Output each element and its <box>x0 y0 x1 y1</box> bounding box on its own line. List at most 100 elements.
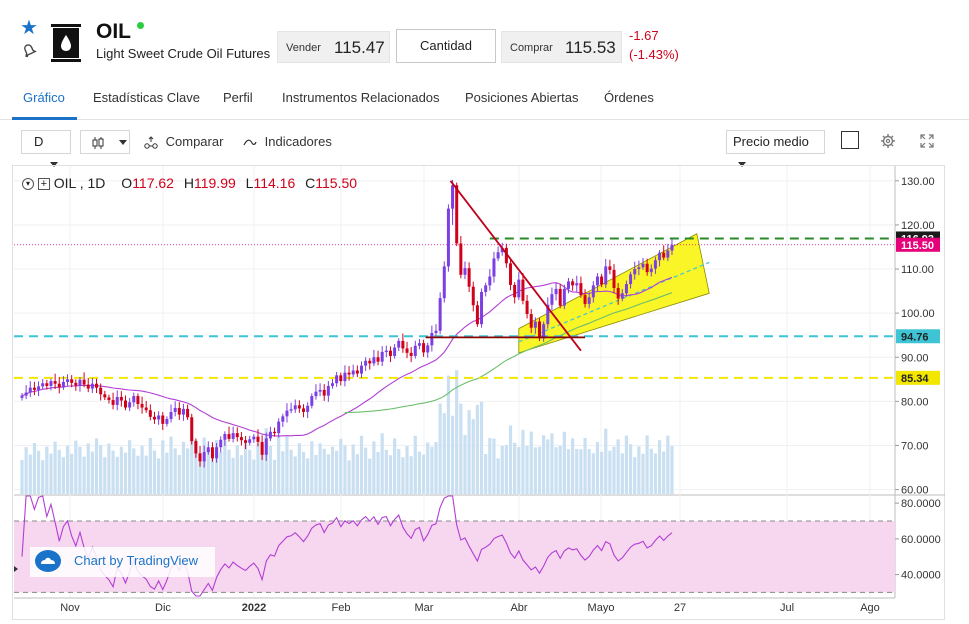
volume-bar <box>161 440 165 494</box>
buy-button[interactable]: Comprar 115.53 <box>501 31 622 63</box>
legend-add-icon[interactable]: + <box>37 178 50 191</box>
candle-body <box>666 250 670 258</box>
candle-body <box>529 314 533 328</box>
tab-ordenes[interactable]: Órdenes <box>604 90 654 105</box>
candle-body <box>107 397 111 401</box>
volume-bar <box>53 441 57 494</box>
legend-symbol: OIL <box>53 175 76 191</box>
volume-bar <box>181 441 186 494</box>
fullscreen-icon[interactable] <box>920 134 934 148</box>
volume-bar <box>231 457 235 494</box>
bell-icon[interactable] <box>21 42 37 58</box>
candle-body <box>124 400 127 408</box>
indicators-button[interactable]: Indicadores <box>243 134 332 149</box>
x-tick-label: Mayo <box>588 602 615 614</box>
candle-body <box>368 360 372 364</box>
volume-bar <box>243 441 248 494</box>
volume-bar <box>103 457 107 494</box>
price-change-pct: (-1.43%) <box>629 47 679 62</box>
volume-bar <box>347 460 351 494</box>
volume-bar <box>542 435 546 494</box>
gear-icon[interactable] <box>880 133 896 149</box>
volume-bar <box>322 448 326 494</box>
volume-bar <box>70 453 74 494</box>
interval-dropdown[interactable]: D <box>21 130 71 168</box>
volume-bar <box>653 453 658 494</box>
volume-bar <box>330 446 335 494</box>
legend-low-key: L <box>245 175 254 191</box>
tab-perfil[interactable]: Perfil <box>223 90 253 105</box>
candle-body <box>595 276 599 286</box>
volume-bar <box>595 442 600 494</box>
scroll-left-arrow-icon[interactable] <box>14 566 18 572</box>
candle-body <box>260 441 264 455</box>
volume-bar <box>413 435 417 494</box>
tab-estadisticas-clave[interactable]: Estadísticas Clave <box>93 90 200 105</box>
active-tab-indicator <box>12 117 77 120</box>
candle-body <box>393 347 397 356</box>
tab-posiciones-abiertas[interactable]: Posiciones Abiertas <box>465 90 579 105</box>
tab-grafico[interactable]: Gráfico <box>23 90 65 105</box>
star-icon[interactable]: ★ <box>20 17 38 39</box>
candle-body <box>318 389 322 392</box>
volume-bar <box>558 445 562 494</box>
volume-bar <box>198 452 202 494</box>
volume-bar <box>223 439 227 494</box>
quantity-input[interactable]: Cantidad <box>396 29 496 63</box>
drawing-mode-checkbox[interactable] <box>841 131 859 149</box>
volume-bar <box>397 449 401 494</box>
volume-bar <box>219 452 223 494</box>
volume-bar <box>393 438 397 494</box>
volume-bar <box>310 441 314 494</box>
tradingview-cloud-icon[interactable] <box>34 549 62 573</box>
volume-bar <box>252 459 256 494</box>
candle-body <box>343 372 347 382</box>
volume-bar <box>24 447 28 494</box>
candle-body <box>467 268 471 287</box>
compare-label: Comparar <box>165 134 224 149</box>
volume-bar <box>450 415 455 494</box>
x-tick-label: 2022 <box>242 602 266 614</box>
volume-bar <box>99 445 103 494</box>
candle-body <box>82 379 86 385</box>
volume-bar <box>61 457 65 494</box>
legend-collapse-icon[interactable]: ▾ <box>22 178 34 191</box>
volume-bar <box>136 455 140 494</box>
volume-bar <box>206 450 210 494</box>
candle-body <box>239 437 243 441</box>
candle-body <box>128 402 132 408</box>
candle-body <box>45 383 49 386</box>
compare-button[interactable]: Comparar <box>143 134 223 150</box>
chart-legend: ▾ + OIL , 1D O117.62 H119.99 L114.16 C11… <box>22 175 357 191</box>
volume-bar <box>190 420 194 494</box>
sell-button[interactable]: Vender 115.47 <box>277 31 390 63</box>
tab-instrumentos-relacionados[interactable]: Instrumentos Relacionados <box>282 90 440 105</box>
volume-bar <box>550 433 554 494</box>
candle-body <box>633 269 637 275</box>
volume-bar <box>479 401 484 494</box>
volume-bar <box>36 450 41 494</box>
price-label-bg <box>896 329 940 344</box>
volume-bar <box>351 444 355 494</box>
candle-body <box>140 404 144 408</box>
chart-container[interactable] <box>12 165 945 620</box>
volume-bar <box>128 440 132 494</box>
watermark-link[interactable]: Chart by TradingView <box>74 553 199 568</box>
rsi-tick-label: 60.0000 <box>901 534 941 546</box>
candle-body <box>434 330 438 333</box>
candle-body <box>616 288 620 299</box>
candle-body <box>384 350 388 352</box>
candle-body <box>509 263 513 285</box>
candle-body <box>417 343 421 346</box>
candle-body <box>645 263 649 273</box>
volume-bar <box>90 451 94 494</box>
x-tick-label: Feb <box>332 602 351 614</box>
candle-body <box>256 436 260 442</box>
candle-body <box>608 266 612 270</box>
candle-body <box>61 381 65 388</box>
candle-body <box>571 281 575 286</box>
volume-bar <box>434 442 438 494</box>
chart-type-dropdown[interactable] <box>80 130 130 154</box>
price-type-dropdown[interactable]: Precio medio <box>726 130 825 168</box>
